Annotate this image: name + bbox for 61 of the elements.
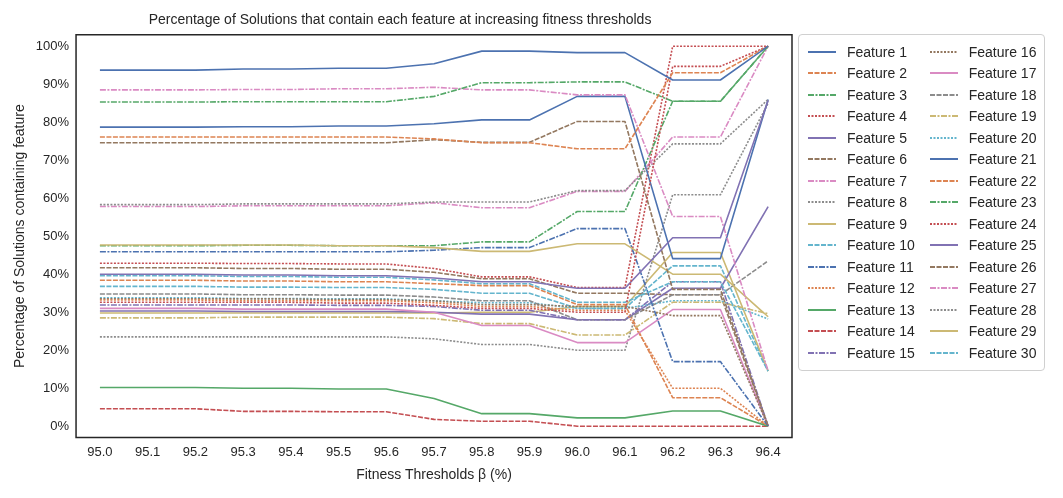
legend-label: Feature 29 xyxy=(968,323,1037,340)
legend-label: Feature 28 xyxy=(968,301,1037,318)
legend-label: Feature 24 xyxy=(968,215,1037,232)
legend-label: Feature 12 xyxy=(847,280,915,297)
legend-label: Feature 17 xyxy=(968,65,1037,82)
y-tick-label: 30% xyxy=(43,303,70,319)
legend-label: Feature 16 xyxy=(968,43,1037,60)
x-tick-label: 95.5 xyxy=(325,443,352,459)
x-tick-label: 95.6 xyxy=(373,443,399,459)
x-tick-label: 96.1 xyxy=(612,443,638,459)
x-tick-label: 95.8 xyxy=(469,443,495,459)
x-tick-label: 95.4 xyxy=(278,443,304,459)
legend-label: Feature 3 xyxy=(847,86,907,103)
legend-label: Feature 7 xyxy=(847,172,907,189)
y-tick-label: 100% xyxy=(35,37,70,53)
x-tick-label: 95.3 xyxy=(230,443,256,459)
y-axis-title: Percentage of Solutions containing feature xyxy=(11,104,28,369)
x-tick-label: 96.0 xyxy=(564,443,590,459)
y-tick-label: 10% xyxy=(43,379,70,395)
x-tick-label: 96.3 xyxy=(707,443,734,459)
x-tick-label: 95.2 xyxy=(182,443,209,459)
legend-label: Feature 9 xyxy=(847,215,907,232)
x-tick-label: 96.4 xyxy=(755,443,781,459)
legend-label: Feature 19 xyxy=(968,108,1037,125)
legend-label: Feature 26 xyxy=(968,258,1037,275)
legend-label: Feature 11 xyxy=(847,258,914,275)
x-tick-label: 95.1 xyxy=(134,443,161,459)
line-series xyxy=(99,407,769,427)
x-tick-label: 95.0 xyxy=(87,443,113,459)
y-tick-label: 20% xyxy=(43,341,70,357)
legend-label: Feature 25 xyxy=(968,237,1037,254)
legend-label: Feature 10 xyxy=(847,237,915,254)
legend-label: Feature 13 xyxy=(847,301,915,318)
legend-label: Feature 15 xyxy=(847,344,915,361)
y-tick-label: 50% xyxy=(43,227,70,243)
x-tick-label: 95.9 xyxy=(516,443,543,459)
legend-label: Feature 23 xyxy=(968,194,1037,211)
chart-title: Percentage of Solutions that contain each feature at increasing fitness thresholds xyxy=(148,11,652,28)
legend-label: Feature 21 xyxy=(968,151,1037,168)
legend-label: Feature 6 xyxy=(847,151,907,168)
y-tick-label: 80% xyxy=(43,113,70,129)
line-series xyxy=(99,98,769,206)
legend-label: Feature 14 xyxy=(847,323,915,340)
x-tick-label: 95.7 xyxy=(421,443,447,459)
y-tick-label: 40% xyxy=(43,265,70,281)
x-axis-title: Fitness Thresholds β (%) xyxy=(356,466,512,483)
legend-label: Feature 2 xyxy=(847,65,907,82)
legend-label: Feature 18 xyxy=(968,86,1037,103)
legend-label: Feature 1 xyxy=(847,43,907,60)
legend-label: Feature 8 xyxy=(847,194,907,211)
y-tick-label: 70% xyxy=(43,151,70,167)
x-tick-label: 96.2 xyxy=(660,443,686,459)
y-tick-label: 60% xyxy=(43,189,70,205)
y-tick-label: 90% xyxy=(43,75,70,91)
legend-label: Feature 27 xyxy=(968,280,1037,297)
legend-label: Feature 5 xyxy=(847,129,907,146)
legend-label: Feature 20 xyxy=(968,129,1037,146)
legend-label: Feature 22 xyxy=(968,172,1037,189)
legend-label: Feature 4 xyxy=(847,108,907,125)
legend-label: Feature 30 xyxy=(968,344,1037,361)
y-tick-label: 0% xyxy=(50,417,70,433)
